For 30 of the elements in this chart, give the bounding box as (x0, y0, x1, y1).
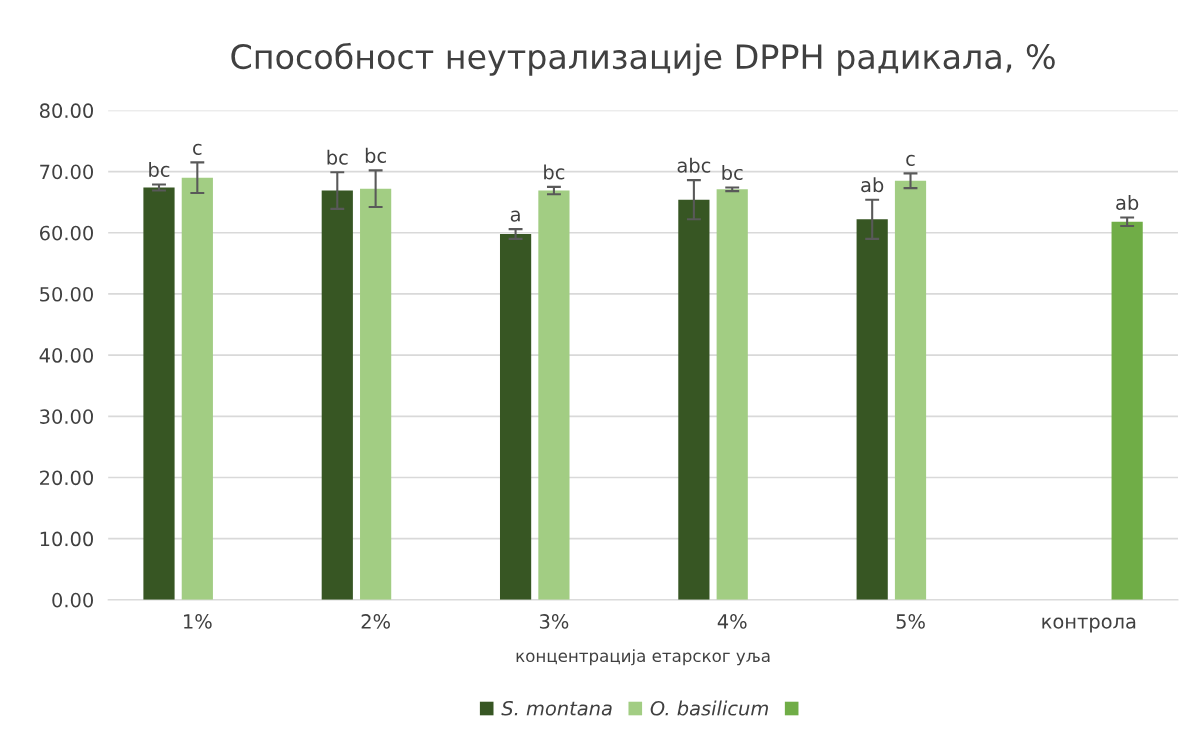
legend-label: S. montana (501, 700, 612, 716)
data-label: a (510, 210, 520, 222)
data-label: bc (722, 165, 743, 181)
data-label: c (906, 154, 915, 166)
x-tick-label: 1% (184, 614, 212, 629)
y-tick-label: 80.00 (39, 103, 93, 119)
data-label: ab (1116, 194, 1139, 211)
data-label: bc (365, 147, 386, 163)
data-label: bc (544, 164, 565, 180)
y-tick-label: 50.00 (40, 286, 93, 302)
x-tick-label: контрола (1042, 617, 1136, 633)
x-tick-label: 3% (539, 614, 569, 629)
y-tick-label: 70.00 (40, 164, 93, 180)
x-axis-title: концентрација етарског уља (516, 649, 770, 666)
y-tick-label: 0.00 (52, 592, 93, 608)
x-tick-label: 2% (361, 614, 390, 629)
y-tick-label: 10.00 (40, 531, 93, 547)
y-tick-label: 30.00 (40, 409, 93, 424)
y-tick-label: 60.00 (39, 225, 93, 241)
chart-title: Способност неутрализације DPPH радикала, % (231, 42, 1055, 76)
x-tick-label: 4% (717, 614, 747, 629)
x-tick-label: 5% (896, 614, 925, 629)
y-tick-label: 20.00 (40, 470, 93, 486)
legend-label: O. basilicum (650, 700, 768, 716)
data-label: c (193, 143, 202, 155)
data-label: ab (861, 177, 884, 193)
y-tick-label: 40.00 (39, 348, 93, 363)
data-label: bc (327, 149, 348, 165)
data-label: bc (149, 161, 170, 177)
data-label: abc (677, 157, 711, 173)
